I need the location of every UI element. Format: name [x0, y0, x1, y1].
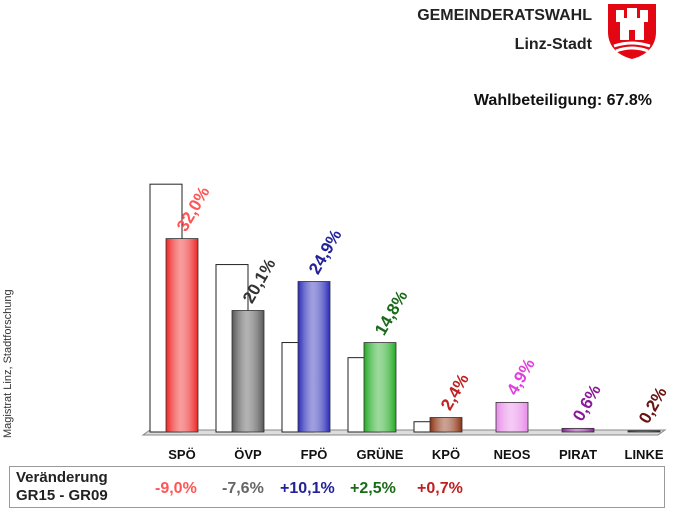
category-label: LINKE [625, 447, 664, 462]
chart-title: GEMEINDERATSWAHL [417, 7, 592, 24]
bar-chart: 32,0%SPÖ20,1%ÖVP24,9%FPÖ14,8%GRÜNE2,4%KP… [141, 183, 671, 462]
chart-floor [141, 429, 667, 436]
result-bar-shading [165, 238, 199, 433]
change-value: +2,5% [350, 480, 396, 497]
category-label: PIRAT [559, 447, 597, 462]
change-value: +10,1% [280, 480, 335, 497]
category-label: NEOS [494, 447, 531, 462]
value-label: 2,4% [437, 370, 473, 413]
result-bar-shading [363, 342, 397, 433]
chart-subtitle: Linz-Stadt [514, 36, 592, 53]
result-bar-shading [231, 310, 265, 433]
value-label: 14,8% [371, 287, 412, 338]
category-label: GRÜNE [357, 447, 404, 462]
result-bar-shading [495, 401, 529, 433]
result-bar-shading [627, 430, 661, 433]
result-bar-shading [297, 281, 331, 433]
category-label: ÖVP [234, 447, 262, 462]
value-label: 0,6% [569, 381, 605, 424]
change-value: +0,7% [417, 480, 463, 497]
change-value: -9,0% [155, 480, 197, 497]
value-label: 4,9% [503, 355, 539, 398]
change-label: Veränderung GR15 - GR09 [16, 469, 108, 505]
result-bar-shading [561, 427, 595, 433]
change-label-line2: GR15 - GR09 [16, 487, 108, 504]
change-table: Veränderung GR15 - GR09 -9,0% -7,6% +10,1%… [9, 466, 665, 508]
category-label: SPÖ [168, 447, 195, 462]
category-label: FPÖ [301, 447, 328, 462]
value-label: 24,9% [305, 226, 346, 277]
result-bar-shading [429, 417, 463, 433]
value-label: 0,2% [635, 384, 671, 427]
change-label-line1: Veränderung [16, 469, 108, 486]
category-label: KPÖ [432, 447, 460, 462]
turnout-label: Wahlbeteiligung: 67.8% [473, 92, 652, 109]
linz-coat-of-arms-icon [608, 4, 656, 59]
change-value: -7,6% [222, 480, 264, 497]
